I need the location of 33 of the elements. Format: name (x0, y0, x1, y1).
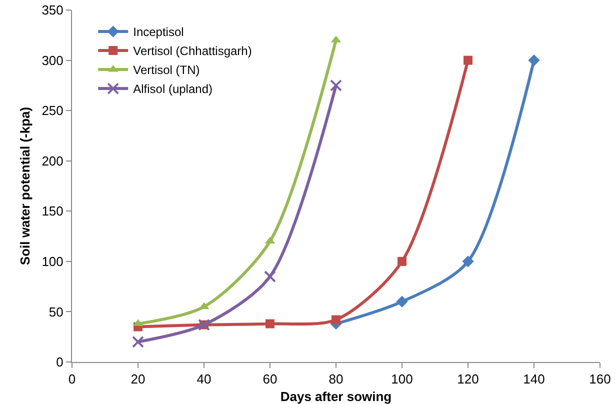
point (330, 79, 342, 92)
x-tick-label: 80 (328, 372, 344, 387)
point (398, 256, 406, 266)
x-tick-label: 120 (457, 372, 479, 387)
point (332, 315, 340, 324)
point (464, 56, 472, 65)
point (132, 336, 144, 348)
point (528, 54, 540, 66)
x-tick-label: 20 (130, 372, 146, 387)
y-tick-label: 300 (42, 52, 64, 68)
x-tick-label: 100 (391, 372, 413, 387)
y-tick-label: 150 (42, 204, 64, 219)
y-axis-title: Soil water potential (-kpa) (18, 106, 33, 266)
x-tick-label: 0 (68, 372, 76, 387)
point (462, 256, 474, 268)
legend-label: Inceptisol (133, 25, 184, 40)
x-axis-title: Days after sowing (280, 389, 392, 404)
legend-label: Vertisol (TN) (133, 63, 200, 78)
y-tick-label: 0 (56, 354, 64, 370)
legend-label: Alfisol (upland) (133, 82, 212, 96)
x-tick-label: 40 (196, 372, 212, 387)
y-tick-label: 350 (42, 2, 64, 18)
point (396, 296, 408, 308)
x-tick-label: 160 (589, 372, 611, 387)
x-tick-label: 140 (523, 372, 545, 387)
x-tick-label: 60 (262, 372, 278, 387)
point (266, 319, 274, 328)
y-tick-label: 50 (48, 304, 64, 320)
legend-label: Vertisol (Chhattisgarh) (133, 44, 252, 58)
y-tick-label: 100 (42, 254, 64, 269)
y-tick-label: 200 (42, 153, 64, 168)
y-tick-label: 250 (42, 103, 64, 118)
point (264, 270, 276, 283)
